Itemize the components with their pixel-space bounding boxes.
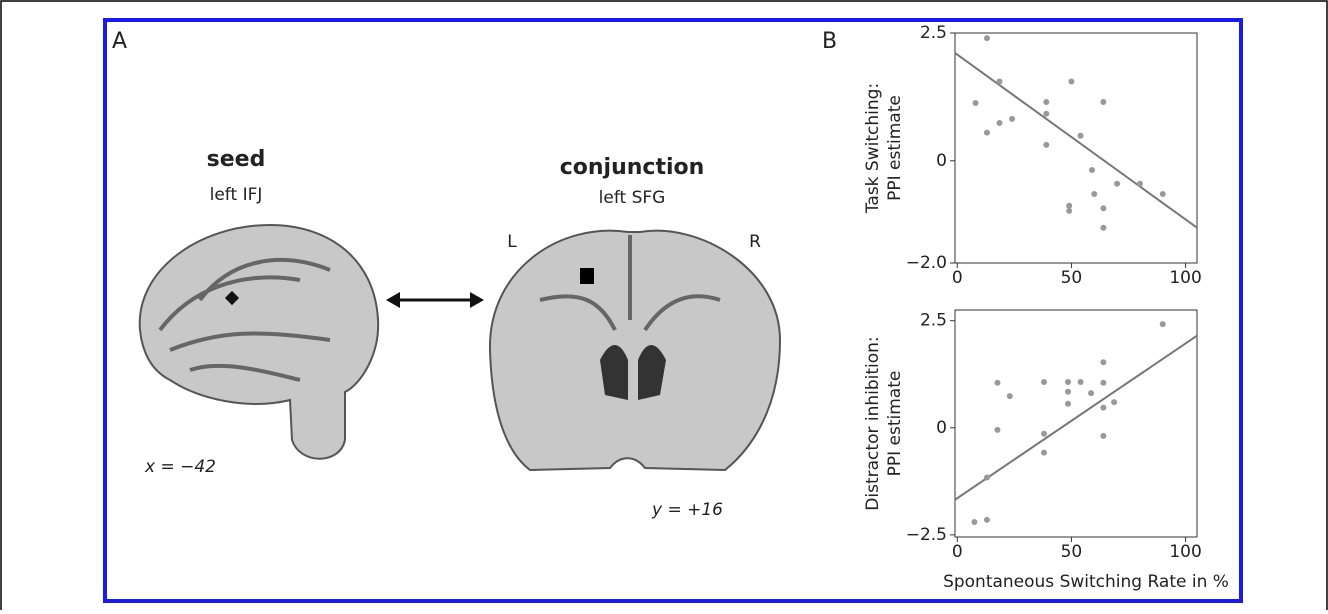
point <box>973 100 979 106</box>
point <box>1100 99 1106 105</box>
point <box>1100 433 1106 439</box>
point <box>1114 181 1120 187</box>
conj-title: conjunction <box>560 155 705 180</box>
x-tick-label: 0 <box>952 542 963 562</box>
y-tick-label: 0 <box>936 151 947 171</box>
point <box>1078 133 1084 139</box>
point <box>1160 191 1166 197</box>
x-tick-label: 100 <box>1169 268 1201 288</box>
hemisphere-label: L <box>507 232 517 252</box>
coordinate: x = −42 <box>144 457 216 477</box>
x-tick-label: 100 <box>1169 542 1201 562</box>
point <box>1100 205 1106 211</box>
point <box>1041 450 1047 456</box>
point <box>1078 379 1084 385</box>
point <box>1009 116 1015 122</box>
point <box>984 35 990 41</box>
point <box>1100 380 1106 386</box>
x-axis-label: Spontaneous Switching Rate in % <box>943 572 1229 592</box>
point <box>1089 167 1095 173</box>
y-tick-label: 2.5 <box>920 311 947 331</box>
point <box>1043 142 1049 148</box>
panel-label: A <box>112 29 127 54</box>
point <box>1043 111 1049 117</box>
point <box>1007 393 1013 399</box>
plot-frame <box>955 310 1197 537</box>
point <box>1043 99 1049 105</box>
point <box>994 427 1000 433</box>
hemisphere-label: R <box>749 232 761 252</box>
x-tick-label: 50 <box>1061 268 1083 288</box>
y-tick-label: 2.5 <box>920 23 947 43</box>
sagittal-brain <box>140 225 378 459</box>
trend-line <box>955 53 1197 228</box>
point <box>1100 405 1106 411</box>
point <box>1065 379 1071 385</box>
y-axis-label: PPI estimate <box>885 371 905 477</box>
x-tick-label: 0 <box>952 268 963 288</box>
figure: A B seed left IFJ conjunction left SFG L… <box>0 0 1328 610</box>
y-tick-label: 0 <box>936 418 947 438</box>
point <box>1065 401 1071 407</box>
point <box>984 474 990 480</box>
point <box>1065 389 1071 395</box>
point <box>1068 79 1074 85</box>
point <box>997 120 1003 126</box>
conj-region: left SFG <box>599 188 666 208</box>
y-axis-label: Task Switching: <box>863 83 883 214</box>
coordinate: y = +16 <box>651 500 723 520</box>
point <box>1100 225 1106 231</box>
point <box>997 79 1003 85</box>
plot-frame <box>955 33 1197 263</box>
point <box>984 130 990 136</box>
arrow <box>386 292 484 308</box>
y-axis-label: Distractor inhibition: <box>863 336 883 510</box>
point <box>1100 359 1106 365</box>
point <box>1041 379 1047 385</box>
seed-title: seed <box>207 147 266 172</box>
seed-region: left IFJ <box>210 185 263 205</box>
trend-line <box>955 336 1197 500</box>
point <box>1041 431 1047 437</box>
point <box>994 380 1000 386</box>
point <box>971 519 977 525</box>
point <box>1066 208 1072 214</box>
point <box>1088 390 1094 396</box>
point <box>1160 321 1166 327</box>
point <box>1137 181 1143 187</box>
point <box>1091 191 1097 197</box>
coronal-brain <box>490 231 780 470</box>
point <box>1111 399 1117 405</box>
x-tick-label: 50 <box>1061 542 1083 562</box>
point <box>984 517 990 523</box>
point <box>1066 203 1072 209</box>
y-axis-label: PPI estimate <box>885 95 905 201</box>
y-tick-label: −2.0 <box>906 253 947 273</box>
panel-label: B <box>822 29 837 54</box>
y-tick-label: −2.5 <box>906 525 947 545</box>
